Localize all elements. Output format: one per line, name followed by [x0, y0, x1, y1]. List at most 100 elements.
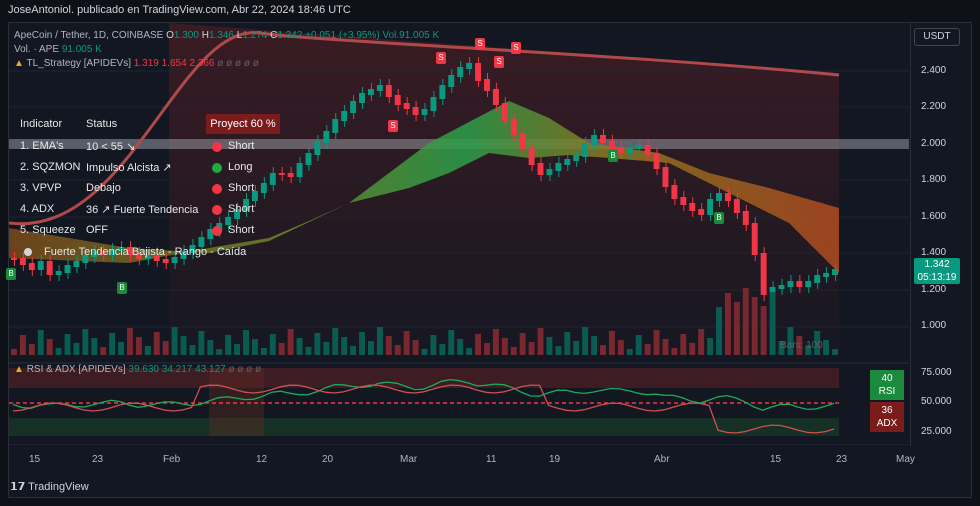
- volume-bar: [439, 344, 446, 355]
- candle: [251, 191, 258, 201]
- row-indicator: 4. ADX: [20, 203, 55, 215]
- candle: [234, 209, 241, 219]
- volume-bar: [448, 330, 455, 355]
- volume-bar: [796, 336, 803, 355]
- candle: [653, 153, 660, 169]
- rsi-box-label: RSI: [878, 386, 896, 397]
- volume-label: Vol. · APE: [14, 44, 60, 55]
- candle: [350, 101, 357, 113]
- candle: [341, 111, 348, 121]
- volume-bar: [385, 336, 392, 355]
- volume-bar: [162, 341, 169, 355]
- row-indicator: 1. EMA's: [20, 140, 64, 152]
- volume-bar: [537, 328, 544, 355]
- rsi-title: RSI & ADX [APIDEVs]: [26, 364, 126, 375]
- rsi-tick: 25.000: [921, 426, 952, 437]
- volume-bar: [546, 337, 553, 355]
- rsi-legend[interactable]: ▲ RSI & ADX [APIDEVs] 39.630 34.217 43.1…: [14, 364, 261, 375]
- volume-bar: [278, 343, 285, 355]
- price-chart[interactable]: [9, 23, 909, 445]
- brand-name: TradingView: [28, 481, 89, 493]
- candle: [689, 203, 696, 211]
- volume-bar: [510, 347, 517, 355]
- strategy-legend[interactable]: ▲ TL_Strategy [APIDEVs] 1.319 1.654 2.36…: [14, 58, 259, 69]
- price-tick: 2.200: [921, 101, 947, 112]
- price-axis[interactable]: 2.400 2.200 2.000 1.800 1.600 1.400 1.20…: [910, 22, 973, 446]
- candle: [564, 159, 571, 165]
- symbol-title: ApeCoin / Tether, 1D, COINBASE: [14, 30, 164, 41]
- volume-bar: [109, 333, 116, 355]
- candle: [626, 147, 633, 153]
- table-row: 1. EMA's 10 < 55 ↘ Short: [14, 136, 282, 156]
- candle: [769, 287, 776, 295]
- volume-bar: [287, 329, 294, 355]
- row-indicator: 3. VPVP: [20, 182, 62, 194]
- volume-bar: [234, 344, 241, 355]
- volume-bar: [64, 334, 71, 355]
- volume-bar: [680, 334, 687, 355]
- volume-legend-value: 91.005 K: [61, 44, 102, 55]
- volume-bar: [475, 334, 482, 355]
- high-value: 1.346: [208, 30, 234, 41]
- volume-bar: [742, 288, 749, 355]
- tradingview-logo[interactable]: 𝟭𝟳 TradingView: [10, 480, 89, 493]
- candle: [466, 63, 473, 69]
- candle: [100, 251, 107, 255]
- candle: [716, 193, 722, 201]
- candle: [430, 97, 437, 111]
- candle: [582, 143, 589, 157]
- volume-bar: [243, 330, 249, 355]
- volume-bar: [626, 349, 633, 355]
- volume-bar: [591, 336, 598, 355]
- candle: [528, 147, 535, 165]
- slow-ma-line: [9, 31, 840, 226]
- volume-bar: [332, 328, 339, 355]
- candle: [510, 119, 517, 135]
- volume-bar: [832, 349, 838, 355]
- price-tick: 1.600: [921, 211, 947, 222]
- rsi-overbought-zone: [9, 368, 839, 388]
- volume-bar: [707, 338, 714, 355]
- time-tick: Feb: [163, 454, 181, 465]
- volume-bar: [180, 336, 187, 355]
- volume-bar: [153, 332, 160, 355]
- publisher-caption: JoseAntoniol. publicado en TradingView.c…: [8, 4, 351, 16]
- header-projection: Proyect 60 %: [206, 114, 280, 134]
- symbol-legend[interactable]: ApeCoin / Tether, 1D, COINBASE O1.300 H1…: [14, 30, 439, 41]
- candle: [135, 253, 142, 259]
- rsi-oversold-zone: [9, 418, 839, 436]
- candle: [635, 145, 642, 149]
- header-status: Status: [86, 118, 118, 130]
- rsi-empty-values: ø ø ø ø: [228, 364, 262, 375]
- candle: [287, 173, 294, 177]
- strategy-empty-values: ø ø ø ø ø: [217, 58, 259, 69]
- candle: [225, 217, 232, 225]
- buy-signal: B: [608, 150, 618, 162]
- volume-bar: [350, 346, 357, 355]
- candle: [608, 141, 615, 149]
- volume-bar: [600, 345, 606, 355]
- volume-legend[interactable]: Vol. · APE 91.005 K: [14, 44, 102, 55]
- table-footer: Fuerte Tendencia Bajista - Rango - Caída: [14, 242, 282, 262]
- currency-button[interactable]: USDT: [914, 28, 960, 46]
- candles: [11, 57, 838, 301]
- candle: [742, 211, 749, 225]
- candle: [787, 281, 794, 287]
- row-signal: Short: [228, 140, 255, 152]
- candle: [421, 109, 428, 115]
- candle: [109, 249, 116, 255]
- table-row: 2. SQZMON Impulso Alcista ↗ Long: [14, 157, 282, 177]
- change-value: +0.051 (+3.95%): [305, 30, 380, 41]
- time-tick: Abr: [654, 454, 670, 465]
- volume-bar: [421, 349, 428, 355]
- candle: [91, 251, 98, 257]
- candle: [403, 103, 410, 109]
- candle: [644, 145, 651, 155]
- price-tick: 1.400: [921, 247, 947, 258]
- candle: [162, 259, 169, 263]
- sell-signal: S: [436, 52, 446, 64]
- volume-bar: [189, 345, 196, 355]
- footer-text: Fuerte Tendencia Bajista - Rango - Caída: [44, 246, 247, 258]
- time-tick: 12: [256, 454, 268, 465]
- bars-count-label: Bars: 100: [780, 340, 823, 351]
